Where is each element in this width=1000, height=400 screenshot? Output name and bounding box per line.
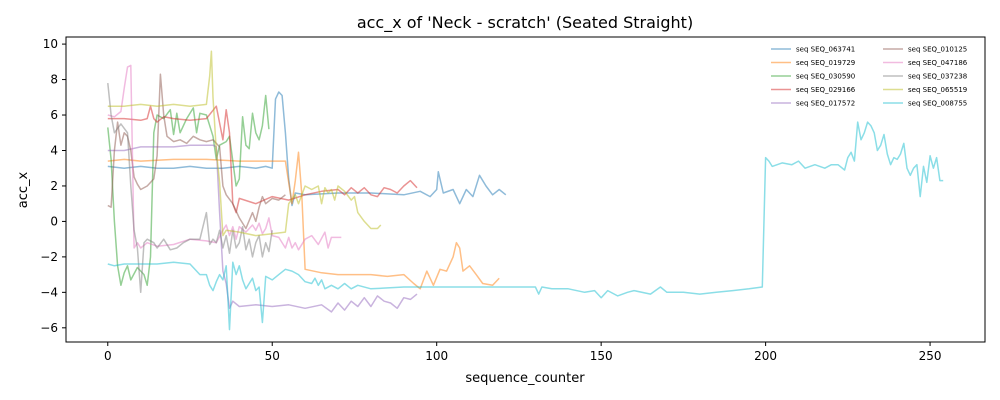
series-line-8 [107,50,382,237]
series-line-1 [107,151,500,290]
y-tick-label: −6 [40,321,58,335]
y-tick-label: −2 [40,250,58,264]
x-tick-label: 150 [590,349,613,363]
plot-frame [65,36,986,343]
legend-label: seq SEQ_065519 [908,86,967,94]
legend-label: seq SEQ_030590 [796,73,855,81]
y-axis-ticks: −6 −4 −2 0 2 4 6 8 10 [40,37,66,335]
y-axis-label: acc_x [16,171,31,208]
x-axis-label: sequence_counter [465,371,585,386]
legend-label: seq SEQ_017572 [796,100,855,108]
y-tick-label: 0 [50,214,58,228]
series-line-5 [107,73,286,230]
x-tick-label: 250 [919,349,942,363]
x-tick-label: 0 [104,349,112,363]
y-tick-label: 4 [50,143,58,157]
x-tick-label: 50 [265,349,280,363]
y-tick-label: 8 [50,73,58,87]
y-tick-label: 6 [50,108,58,122]
series-line-2 [107,94,270,287]
series-line-6 [107,64,342,251]
legend-label: seq SEQ_063741 [796,46,855,54]
y-tick-label: 10 [43,37,58,51]
legend-label: seq SEQ_047186 [908,59,968,67]
x-axis-ticks: 0 50 100 150 200 250 [104,342,942,363]
legend-label: seq SEQ_008755 [908,100,967,108]
series-line-3 [107,105,418,214]
legend-label: seq SEQ_037238 [908,73,967,81]
legend-label: seq SEQ_010125 [908,46,967,54]
legend-label: seq SEQ_029166 [796,86,856,94]
legend-label: seq SEQ_019729 [796,59,855,67]
series-line-4 [107,144,418,313]
x-tick-label: 100 [425,349,448,363]
series-line-9 [107,121,944,331]
series-line-0 [107,91,507,207]
x-tick-label: 200 [754,349,777,363]
series-line-7 [107,83,273,294]
y-tick-label: 2 [50,179,58,193]
plot-series-group [107,50,944,331]
chart-title: acc_x of 'Neck - scratch' (Seated Straig… [357,13,693,33]
y-tick-label: −4 [40,285,58,299]
